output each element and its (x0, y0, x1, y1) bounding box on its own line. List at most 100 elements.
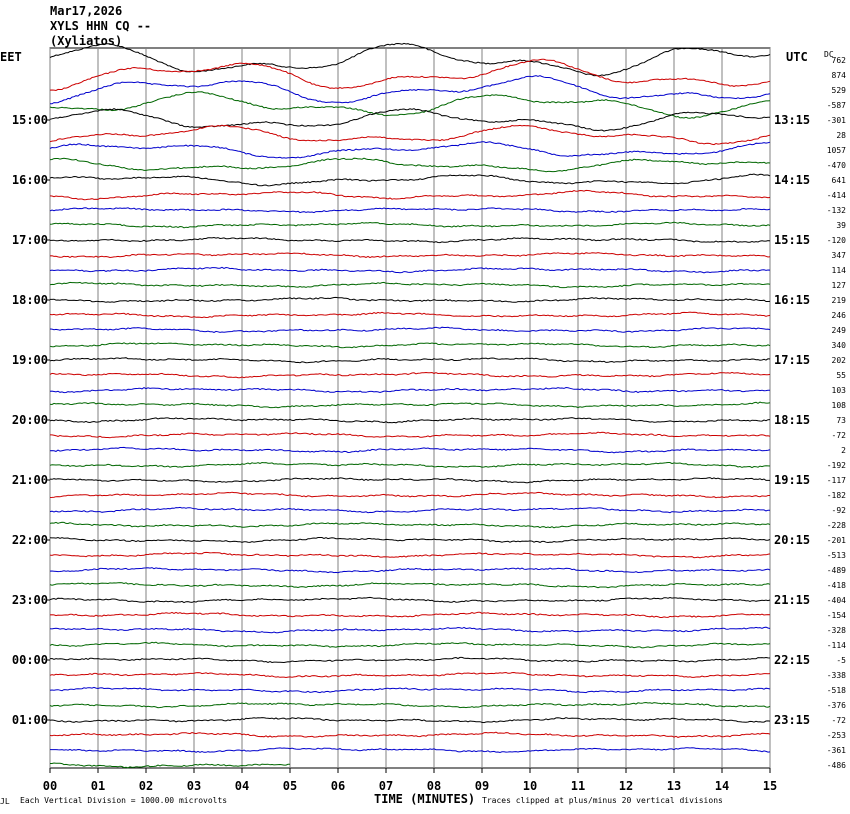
right-hour-label: 19:15 (774, 473, 810, 487)
dc-offset-label: 529 (832, 86, 847, 95)
right-hour-label: 21:15 (774, 593, 810, 607)
trace-line (49, 446, 771, 454)
trace-line (49, 491, 770, 499)
left-hour-label: 23:00 (12, 593, 48, 607)
right-hour-label: 18:15 (774, 413, 810, 427)
right-hour-label: 22:15 (774, 653, 810, 667)
trace-line (49, 371, 771, 379)
dc-offset-label: -470 (827, 161, 846, 170)
left-hour-label: 20:00 (12, 413, 48, 427)
trace-line (49, 717, 771, 724)
left-hour-label: 16:00 (12, 173, 48, 187)
x-tick-label: 06 (331, 779, 345, 793)
trace-line (49, 656, 771, 664)
x-tick-label: 15 (763, 779, 777, 793)
dc-offset-label: -418 (827, 581, 846, 590)
left-hour-label: 19:00 (12, 353, 48, 367)
dc-offset-label: -72 (832, 431, 847, 440)
trace-line (50, 236, 771, 244)
trace-line (49, 626, 771, 634)
trace-line (49, 342, 771, 349)
x-tick-label: 03 (187, 779, 201, 793)
dc-offset-label: -518 (827, 686, 846, 695)
dc-offset-label: -154 (827, 611, 846, 620)
trace-line (49, 91, 771, 119)
dc-offset-label: -361 (827, 746, 846, 755)
scale-note: Each Vertical Division = 1000.00 microvo… (20, 796, 228, 805)
right-hour-label: 17:15 (774, 353, 810, 367)
dc-offset-label: 202 (832, 356, 847, 365)
trace-line (49, 671, 771, 679)
dc-offset-label: 219 (832, 296, 847, 305)
clip-note: Traces clipped at plus/minus 20 vertical… (482, 796, 723, 805)
dc-label: DC (824, 50, 834, 59)
dc-offset-label: -201 (827, 536, 846, 545)
dc-offset-label: -182 (827, 491, 846, 500)
trace-line (49, 221, 771, 229)
dc-offset-label: 108 (832, 401, 847, 410)
header-station: XYLS HHN CQ -- (50, 19, 152, 33)
trace-line (49, 207, 771, 214)
dc-offset-label: 127 (832, 281, 847, 290)
dc-offset-label: -253 (827, 731, 846, 740)
trace-line (49, 281, 771, 289)
dc-offset-label: -132 (827, 206, 846, 215)
dc-offset-label: -376 (827, 701, 846, 710)
dc-offset-label: -72 (832, 716, 847, 725)
dc-offset-label: 28 (836, 131, 846, 140)
trace-line (49, 357, 771, 364)
trace-line (49, 461, 771, 469)
dc-offset-label: -92 (832, 506, 847, 515)
x-tick-label: 01 (91, 779, 105, 793)
x-tick-label: 05 (283, 779, 297, 793)
dc-offset-label: 73 (836, 416, 846, 425)
header-date: Mar17,2026 (50, 4, 123, 18)
x-tick-label: 04 (235, 779, 249, 793)
left-hour-label: 15:00 (12, 113, 48, 127)
trace-line (50, 747, 771, 754)
trace-line (49, 386, 771, 394)
dc-offset-label: 340 (832, 341, 847, 350)
trace-line (49, 311, 771, 319)
trace-line (49, 42, 771, 77)
dc-offset-label: 1057 (827, 146, 846, 155)
trace-line (49, 641, 771, 649)
right-hour-label: 20:15 (774, 533, 810, 547)
dc-offset-label: -301 (827, 116, 846, 125)
trace-line (49, 701, 771, 709)
left-hour-label: 00:00 (12, 653, 48, 667)
trace-line (50, 431, 771, 439)
dc-offset-label: 347 (832, 251, 847, 260)
trace-line (49, 58, 771, 92)
dc-offset-label: 762 (832, 56, 847, 65)
trace-line (49, 266, 771, 274)
left-hour-label: 22:00 (12, 533, 48, 547)
trace-line (49, 401, 771, 409)
left-hour-label: 01:00 (12, 713, 48, 727)
trace-line (49, 189, 771, 201)
dc-offset-label: 114 (832, 266, 847, 275)
trace-line (50, 762, 290, 769)
right-hour-label: 14:15 (774, 173, 810, 187)
dc-offset-label: -404 (827, 596, 846, 605)
dc-offset-label: -328 (827, 626, 846, 635)
right-hour-label: 13:15 (774, 113, 810, 127)
trace-line (49, 506, 771, 514)
dc-offset-label: 246 (832, 311, 847, 320)
trace-line (49, 686, 771, 694)
dc-offset-label: 39 (836, 221, 846, 230)
trace-line (49, 108, 770, 132)
trace-line (49, 596, 771, 604)
left-hour-label: 21:00 (12, 473, 48, 487)
trace-line (49, 141, 771, 159)
dc-offset-label: -489 (827, 566, 846, 575)
right-hour-label: 15:15 (774, 233, 810, 247)
trace-line (49, 252, 771, 259)
x-tick-label: 00 (43, 779, 57, 793)
trace-line (49, 567, 771, 574)
dc-offset-label: -117 (827, 476, 846, 485)
trace-line (49, 417, 771, 424)
x-tick-label: 14 (715, 779, 729, 793)
trace-line (49, 326, 771, 333)
